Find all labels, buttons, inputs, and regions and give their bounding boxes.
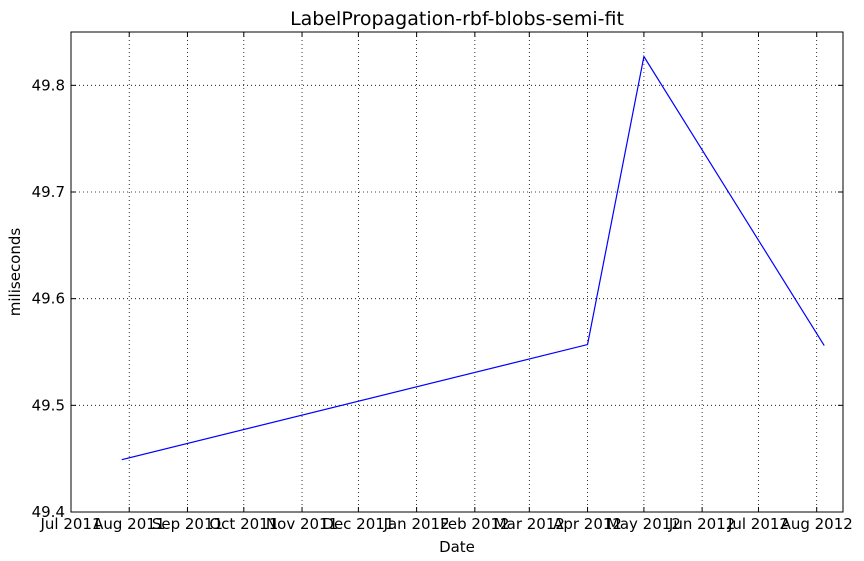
x-tick-label: Nov 2011 bbox=[266, 515, 338, 533]
y-tick-label: 49.7 bbox=[32, 183, 65, 201]
y-axis-label: miliseconds bbox=[6, 228, 24, 317]
x-tick-label: Dec 2011 bbox=[322, 515, 394, 533]
x-tick-label: Sep 2011 bbox=[152, 515, 223, 533]
x-tick-label: Jul 2011 bbox=[39, 515, 101, 533]
plot-area-frame bbox=[70, 31, 844, 513]
tick-marks bbox=[70, 32, 843, 513]
y-tick-label: 49.8 bbox=[32, 76, 65, 94]
grid-lines bbox=[70, 32, 843, 513]
x-tick-label: Oct 2011 bbox=[209, 515, 278, 533]
series-line bbox=[121, 54, 825, 461]
x-tick-label: Feb 2012 bbox=[440, 515, 510, 533]
y-tick-labels: 49.4 49.5 49.6 49.7 49.8 bbox=[32, 76, 65, 521]
x-tick-label: Jul 2012 bbox=[727, 515, 789, 533]
x-tick-label: Jan 2012 bbox=[383, 515, 450, 533]
y-tick-label: 49.6 bbox=[32, 290, 65, 308]
x-tick-label: Jun 2012 bbox=[668, 515, 735, 533]
x-tick-label: Aug 2012 bbox=[781, 515, 853, 533]
y-tick-label: 49.4 bbox=[32, 503, 65, 521]
x-axis-label: Date bbox=[439, 538, 475, 556]
series-layer bbox=[121, 54, 825, 461]
chart-title: LabelPropagation-rbf-blobs-semi-fit bbox=[290, 8, 624, 30]
x-tick-label: Aug 2011 bbox=[93, 515, 165, 533]
x-tick-label: May 2012 bbox=[607, 515, 681, 533]
x-tick-label: Mar 2012 bbox=[494, 515, 565, 533]
y-tick-label: 49.5 bbox=[32, 396, 65, 414]
x-tick-label: Apr 2012 bbox=[553, 515, 622, 533]
